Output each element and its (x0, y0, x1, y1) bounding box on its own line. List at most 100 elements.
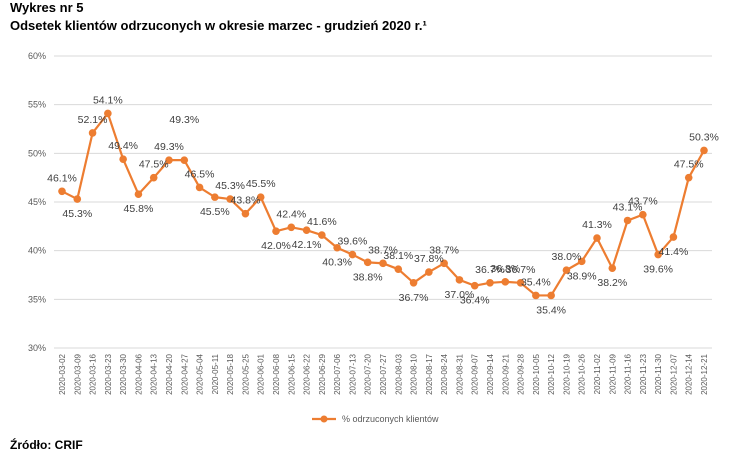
data-label: 36.7% (475, 264, 505, 276)
x-tick-label: 2020-11-02 (593, 353, 602, 394)
legend: % odrzuconych klientów (312, 414, 439, 424)
data-label: 38.7% (429, 244, 459, 256)
x-tick-label: 2020-03-23 (104, 353, 113, 394)
x-tick-label: 2020-10-05 (532, 353, 541, 394)
x-tick-label: 2020-11-16 (624, 353, 633, 394)
data-point (379, 259, 387, 268)
data-label: 37.0% (445, 289, 475, 301)
y-tick-label: 30% (28, 343, 46, 353)
x-tick-label: 2020-11-09 (608, 353, 617, 394)
data-label: 54.1% (93, 94, 123, 106)
x-tick-label: 2020-10-12 (547, 353, 556, 394)
x-tick-label: 2020-09-07 (471, 353, 480, 394)
data-label: 38.2% (597, 277, 627, 289)
data-point (333, 243, 341, 252)
data-label: 37.8% (414, 253, 444, 265)
data-label: 45.3% (62, 208, 92, 220)
data-point (593, 234, 601, 242)
data-point (700, 146, 708, 155)
data-label: 38.7% (368, 244, 398, 256)
data-point (684, 173, 693, 182)
x-tick-label: 2020-08-10 (410, 353, 419, 394)
figure-label: Wykres nr 5 (10, 0, 84, 15)
data-label: 45.3% (215, 180, 245, 192)
data-point (73, 195, 82, 203)
data-label: 41.3% (582, 219, 612, 231)
data-label: 38.9% (567, 270, 597, 282)
data-label: 46.5% (185, 168, 215, 180)
x-tick-label: 2020-10-19 (562, 353, 571, 394)
data-point (486, 278, 494, 287)
data-point (211, 193, 219, 201)
legend-dot-marker (320, 415, 328, 423)
y-tick-label: 55% (28, 100, 46, 110)
data-label: 47.5% (139, 159, 169, 171)
x-tick-label: 2020-03-09 (73, 353, 82, 394)
data-point (165, 156, 173, 164)
data-point (547, 291, 555, 300)
x-tick-label: 2020-07-27 (379, 353, 388, 394)
x-tick-label: 2020-12-21 (700, 353, 709, 394)
data-point (363, 258, 372, 267)
x-axis: 2020-03-02 2020-03-09 2020-03-16 2020-03-23… (58, 353, 709, 394)
x-tick-label: 2020-09-28 (517, 353, 526, 394)
x-tick-label: 2020-08-17 (425, 353, 434, 394)
x-tick-label: 2020-03-02 (58, 353, 67, 394)
data-label: 38.8% (353, 271, 383, 283)
data-label: 45.5% (246, 178, 276, 190)
x-tick-label: 2020-07-13 (348, 353, 357, 394)
data-label: 42.0% (261, 240, 291, 252)
x-tick-label: 2020-07-06 (333, 353, 342, 394)
data-point (134, 190, 143, 199)
x-tick-label: 2020-05-18 (226, 353, 235, 394)
data-label: 43.1% (613, 201, 643, 213)
line-chart: 30%35%40%45%50%55%60% 2020-03-02 2020-03-… (28, 51, 719, 424)
legend-label: % odrzuconych klientów (342, 414, 439, 424)
x-tick-label: 2020-04-13 (150, 353, 159, 394)
data-point (608, 264, 617, 272)
data-point (272, 227, 280, 235)
data-point (562, 266, 571, 274)
data-label: 38.0% (552, 251, 582, 263)
x-tick-label: 2020-11-30 (654, 353, 663, 394)
data-point (104, 109, 112, 118)
data-point (501, 278, 510, 286)
data-label: 36.7% (399, 292, 429, 304)
data-point (226, 195, 234, 203)
data-point (516, 278, 525, 287)
chart-title: Odsetek klientów odrzuconych w okresie m… (10, 18, 427, 33)
data-point (149, 173, 158, 182)
x-tick-label: 2020-06-29 (318, 353, 327, 394)
data-point (623, 216, 632, 225)
data-label: 43.7% (628, 196, 658, 208)
x-tick-label: 2020-11-23 (639, 353, 648, 394)
data-point (318, 231, 326, 239)
y-axis: 30% 35% 40% 45% 50% 55% 60% (28, 51, 46, 353)
x-tick-label: 2020-04-20 (165, 353, 174, 394)
source-note: Źródło: CRIF (10, 438, 83, 452)
data-label: 35.4% (536, 304, 566, 316)
y-tick-label: 50% (28, 148, 46, 158)
x-tick-label: 2020-08-31 (455, 353, 464, 394)
data-point (654, 250, 662, 259)
data-point (241, 209, 250, 218)
x-tick-label: 2020-12-14 (685, 353, 694, 394)
data-label: 49.3% (154, 141, 184, 153)
x-tick-label: 2020-09-21 (501, 353, 510, 394)
x-tick-label: 2020-03-30 (119, 353, 128, 394)
x-tick-label: 2020-09-14 (486, 353, 495, 394)
data-point (470, 281, 479, 290)
data-label: 47.5% (674, 159, 704, 171)
x-tick-label: 2020-04-27 (180, 353, 189, 394)
y-tick-label: 40% (28, 246, 46, 256)
x-tick-label: 2020-05-25 (241, 353, 250, 394)
x-tick-label: 2020-05-11 (211, 353, 220, 394)
data-labels: 46.1% 45.3% 52.1% 54.1% 49.4% 45.8% 47.5% 49.3%… (47, 94, 719, 316)
data-label: 36.7% (506, 264, 536, 276)
data-label: 36.4% (460, 295, 490, 307)
data-point (425, 268, 433, 276)
data-label: 45.8% (124, 203, 154, 215)
data-point (639, 210, 647, 219)
y-tick-label: 60% (28, 51, 46, 61)
data-point (180, 156, 189, 164)
